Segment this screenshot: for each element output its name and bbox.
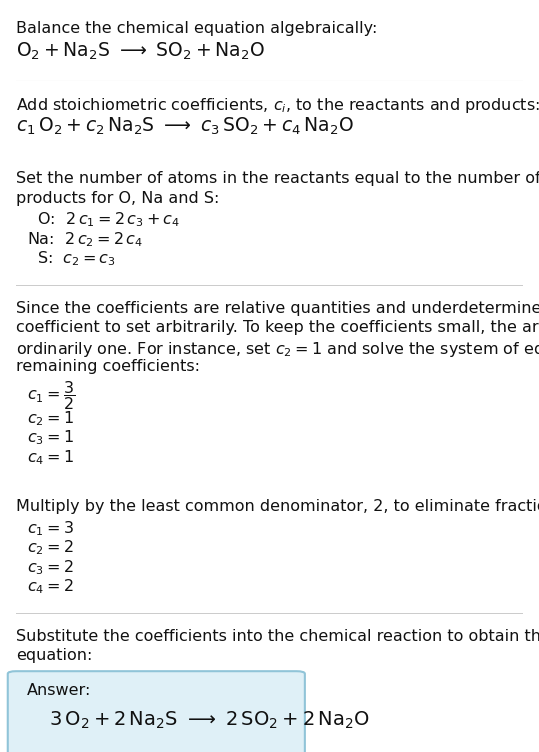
Text: Add stoichiometric coefficients, $c_i$, to the reactants and products:: Add stoichiometric coefficients, $c_i$, …	[16, 96, 539, 115]
Text: $c_2 = 2$: $c_2 = 2$	[27, 538, 73, 557]
Text: Substitute the coefficients into the chemical reaction to obtain the balanced: Substitute the coefficients into the che…	[16, 629, 539, 644]
Text: products for O, Na and S:: products for O, Na and S:	[16, 191, 219, 206]
Text: Multiply by the least common denominator, 2, to eliminate fractional coefficient: Multiply by the least common denominator…	[16, 499, 539, 514]
Text: $c_4 = 2$: $c_4 = 2$	[27, 578, 73, 596]
Text: Balance the chemical equation algebraically:: Balance the chemical equation algebraica…	[16, 21, 377, 36]
Text: equation:: equation:	[16, 648, 93, 663]
Text: O:  $2\,c_1 = 2\,c_3 + c_4$: O: $2\,c_1 = 2\,c_3 + c_4$	[27, 211, 180, 229]
Text: $c_3 = 2$: $c_3 = 2$	[27, 558, 73, 577]
Text: Since the coefficients are relative quantities and underdetermined, choose a: Since the coefficients are relative quan…	[16, 301, 539, 316]
Text: ordinarily one. For instance, set $c_2 = 1$ and solve the system of equations fo: ordinarily one. For instance, set $c_2 =…	[16, 340, 539, 359]
Text: $\mathrm{O_2 + Na_2S}\ \longrightarrow\ \mathrm{SO_2 + Na_2O}$: $\mathrm{O_2 + Na_2S}\ \longrightarrow\ …	[16, 41, 265, 62]
Text: Set the number of atoms in the reactants equal to the number of atoms in the: Set the number of atoms in the reactants…	[16, 171, 539, 186]
Text: $c_4 = 1$: $c_4 = 1$	[27, 448, 74, 467]
Text: $c_1\,\mathrm{O_2} + c_2\,\mathrm{Na_2S}\ \longrightarrow\ c_3\,\mathrm{SO_2} + : $c_1\,\mathrm{O_2} + c_2\,\mathrm{Na_2S}…	[16, 116, 354, 137]
Text: $c_2 = 1$: $c_2 = 1$	[27, 409, 74, 428]
Text: remaining coefficients:: remaining coefficients:	[16, 359, 200, 374]
Text: Na:  $2\,c_2 = 2\,c_4$: Na: $2\,c_2 = 2\,c_4$	[27, 230, 143, 249]
FancyBboxPatch shape	[8, 672, 305, 752]
Text: S:  $c_2 = c_3$: S: $c_2 = c_3$	[27, 250, 116, 268]
Text: $c_1 = \dfrac{3}{2}$: $c_1 = \dfrac{3}{2}$	[27, 379, 75, 412]
Text: $c_3 = 1$: $c_3 = 1$	[27, 429, 74, 447]
Text: $c_1 = 3$: $c_1 = 3$	[27, 519, 74, 538]
Text: Answer:: Answer:	[27, 683, 91, 698]
Text: $3\,\mathrm{O_2} + 2\,\mathrm{Na_2S}\ \longrightarrow\ 2\,\mathrm{SO_2} + 2\,\ma: $3\,\mathrm{O_2} + 2\,\mathrm{Na_2S}\ \l…	[49, 710, 369, 731]
Text: coefficient to set arbitrarily. To keep the coefficients small, the arbitrary va: coefficient to set arbitrarily. To keep …	[16, 320, 539, 335]
